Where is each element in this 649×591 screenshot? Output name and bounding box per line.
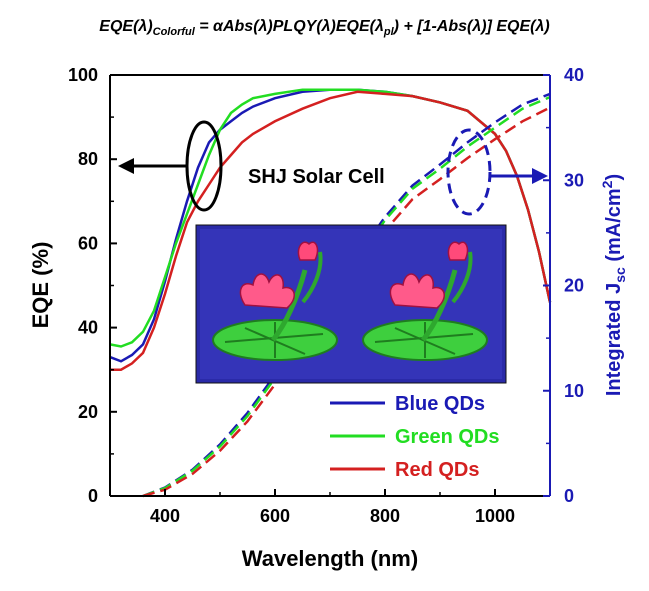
y-tick-label: 0 xyxy=(88,486,98,506)
y2-axis-label-sup: 2 xyxy=(599,180,615,188)
x-tick-label: 1000 xyxy=(475,506,515,526)
y-tick-label: 100 xyxy=(68,65,98,85)
y2-axis-label: Integrated Jsc (mA/cm2) xyxy=(599,174,628,396)
lotus-flower-right xyxy=(362,241,488,361)
y-tick-label: 80 xyxy=(78,149,98,169)
lotus-flower-left xyxy=(212,241,338,361)
y2-tick-label: 20 xyxy=(564,276,584,296)
y2-tick-label: 0 xyxy=(564,486,574,506)
formula-lhs-sub: Colorful xyxy=(152,26,195,39)
formula-mid: = αAbs(λ)PLQY(λ)EQE(λ xyxy=(194,18,384,35)
solar-cell-annotation: SHJ Solar Cell xyxy=(248,166,385,188)
eqe-line-red xyxy=(110,90,552,371)
legend-label-green: Green QDs xyxy=(395,426,499,448)
left-callout-arrowhead xyxy=(118,158,134,174)
jsc-dashed-line-green xyxy=(142,95,551,498)
y-axis-label: EQE (%) xyxy=(28,242,53,329)
inset-lotus-photo xyxy=(195,224,507,384)
y2-axis-label-unit: (mA/cm xyxy=(603,188,625,267)
y2-axis-label-sub: sc xyxy=(612,267,628,283)
formula-mid-sub: pl xyxy=(383,26,394,39)
y-tick-label: 20 xyxy=(78,402,98,422)
legend-label-blue: Blue QDs xyxy=(395,393,485,415)
y-tick-label: 60 xyxy=(78,233,98,253)
right-callout-ellipse xyxy=(446,128,492,216)
legend: Blue QDs Green QDs Red QDs xyxy=(330,393,499,481)
y-tick-label: 40 xyxy=(78,318,98,338)
x-tick-label: 400 xyxy=(150,506,180,526)
y2-tick-label: 40 xyxy=(564,65,584,85)
x-axis-label: Wavelength (nm) xyxy=(242,546,418,571)
right-callout-arrowhead xyxy=(532,168,548,184)
formula-rhs: ) + [1-Abs(λ)] EQE(λ) xyxy=(393,18,550,35)
y2-axis-label-end: ) xyxy=(603,174,625,181)
formula-title: EQE(λ)Colorful = αAbs(λ)PLQY(λ)EQE(λpl) … xyxy=(0,18,649,38)
y2-tick-label: 10 xyxy=(564,381,584,401)
y2-axis-label-main: Integrated J xyxy=(603,283,625,396)
legend-label-red: Red QDs xyxy=(395,459,479,481)
left-callout-ellipse xyxy=(185,120,223,212)
formula-lhs: EQE(λ) xyxy=(99,18,153,35)
y2-tick-label: 30 xyxy=(564,170,584,190)
x-tick-label: 800 xyxy=(370,506,400,526)
x-tick-label: 600 xyxy=(260,506,290,526)
